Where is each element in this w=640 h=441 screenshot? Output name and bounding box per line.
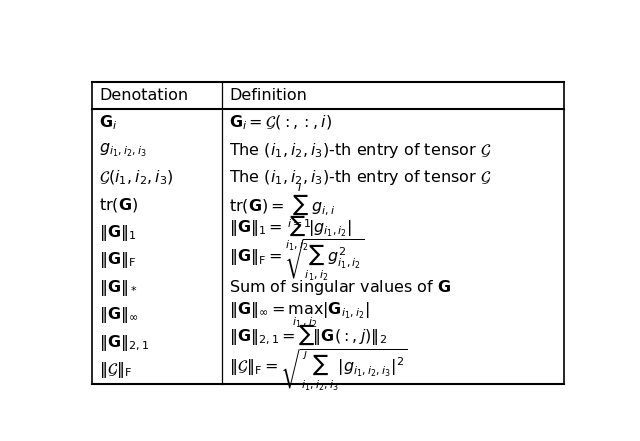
- Text: $\|\mathbf{G}\|_1 = \sum_{i_1,i_2} |g_{i_1,i_2}|$: $\|\mathbf{G}\|_1 = \sum_{i_1,i_2} |g_{i…: [229, 213, 352, 253]
- Text: $\|\mathcal{G}\|_{\mathrm{F}} = \sqrt{\sum_{i_1,i_2,i_3} |g_{i_1,i_2,i_3}|^2}$: $\|\mathcal{G}\|_{\mathrm{F}} = \sqrt{\s…: [229, 348, 408, 393]
- Text: Definition: Definition: [229, 88, 307, 103]
- Text: $\|\mathbf{G}\|_{\mathrm{F}}$: $\|\mathbf{G}\|_{\mathrm{F}}$: [99, 250, 136, 270]
- Text: $\mathrm{tr}(\mathbf{G}) = \sum_{i=1}^{I} g_{i,i}$: $\mathrm{tr}(\mathbf{G}) = \sum_{i=1}^{I…: [229, 181, 335, 230]
- Text: $\|\mathbf{G}\|_{\mathrm{F}} = \sqrt{\sum_{i_1,i_2} g_{i_1,i_2}^2}$: $\|\mathbf{G}\|_{\mathrm{F}} = \sqrt{\su…: [229, 238, 365, 283]
- Text: $\|\mathcal{G}\|_{\mathrm{F}}$: $\|\mathcal{G}\|_{\mathrm{F}}$: [99, 360, 132, 380]
- Text: $\|\mathbf{G}\|_1$: $\|\mathbf{G}\|_1$: [99, 223, 136, 243]
- Text: $\mathbf{G}_i$: $\mathbf{G}_i$: [99, 114, 118, 132]
- Text: $\|\mathbf{G}\|_\infty$: $\|\mathbf{G}\|_\infty$: [99, 305, 139, 325]
- Text: Denotation: Denotation: [99, 88, 188, 103]
- Text: The $(i_1,i_2,i_3)$-th entry of tensor $\mathcal{G}$: The $(i_1,i_2,i_3)$-th entry of tensor $…: [229, 141, 492, 160]
- Text: $\|\mathbf{G}\|_*$: $\|\mathbf{G}\|_*$: [99, 278, 138, 298]
- Text: $g_{i_1,i_2,i_3}$: $g_{i_1,i_2,i_3}$: [99, 142, 147, 159]
- Text: $\|\mathbf{G}\|_{2,1}$: $\|\mathbf{G}\|_{2,1}$: [99, 333, 150, 353]
- Text: $\mathbf{G}_i = \mathcal{G}(:,:,i)$: $\mathbf{G}_i = \mathcal{G}(:,:,i)$: [229, 114, 332, 132]
- Text: Sum of singular values of $\mathbf{G}$: Sum of singular values of $\mathbf{G}$: [229, 278, 451, 297]
- Text: The $(i_1,i_2,i_3)$-th entry of tensor $\mathcal{G}$: The $(i_1,i_2,i_3)$-th entry of tensor $…: [229, 168, 492, 187]
- Text: $\mathcal{G}(i_1,i_2,i_3)$: $\mathcal{G}(i_1,i_2,i_3)$: [99, 169, 174, 187]
- Text: $\|\mathbf{G}\|_{2,1} = \sum_j \|\mathbf{G}(:,j)\|_2$: $\|\mathbf{G}\|_{2,1} = \sum_j \|\mathbf…: [229, 323, 387, 363]
- Text: $\mathrm{tr}(\mathbf{G})$: $\mathrm{tr}(\mathbf{G})$: [99, 196, 138, 214]
- Text: $\|\mathbf{G}\|_\infty = \max_{i_1,i_2} |\mathbf{G}_{i_1,i_2}|$: $\|\mathbf{G}\|_\infty = \max_{i_1,i_2} …: [229, 301, 369, 330]
